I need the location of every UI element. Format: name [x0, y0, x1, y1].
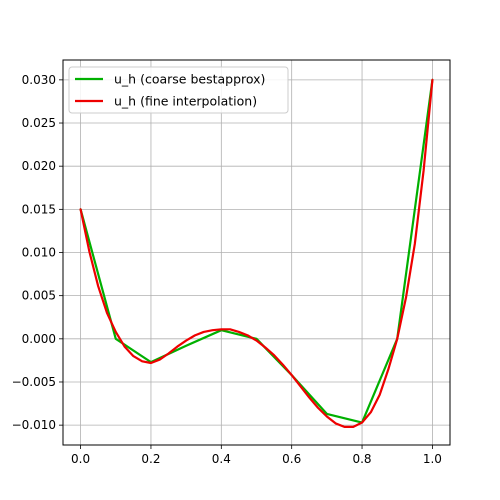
x-tick-label: 0.4 — [212, 452, 231, 466]
x-tick-label: 0.6 — [282, 452, 301, 466]
y-tick-label: 0.025 — [22, 116, 56, 130]
legend: u_h (coarse bestapprox) u_h (fine interpo… — [68, 66, 289, 114]
y-tick-label: 0.015 — [22, 202, 56, 216]
axis-ticks: 0.0 0.2 0.4 0.6 0.8 1.0 −0.010 −0.005 0.000 0.005… — [12, 73, 442, 466]
y-tick-label: 0.005 — [22, 289, 56, 303]
y-tick-label: 0.020 — [22, 159, 56, 173]
legend-label: u_h (coarse bestapprox) — [114, 72, 265, 87]
series-line-1 — [79, 78, 434, 424]
y-tick-label: −0.005 — [12, 375, 56, 389]
series-line-2 — [79, 78, 434, 428]
y-tick-label: −0.010 — [12, 418, 56, 432]
legend-label: u_h (fine interpolation) — [114, 94, 257, 109]
x-tick-label: 0.2 — [141, 452, 160, 466]
y-tick-label: 0.000 — [22, 332, 56, 346]
x-tick-label: 0.0 — [71, 452, 90, 466]
legend-box — [68, 66, 289, 114]
x-tick-label: 1.0 — [423, 452, 442, 466]
series-lines — [79, 78, 434, 428]
y-tick-label: 0.030 — [22, 73, 56, 87]
y-tick-label: 0.010 — [22, 246, 56, 260]
x-tick-label: 0.8 — [352, 452, 371, 466]
